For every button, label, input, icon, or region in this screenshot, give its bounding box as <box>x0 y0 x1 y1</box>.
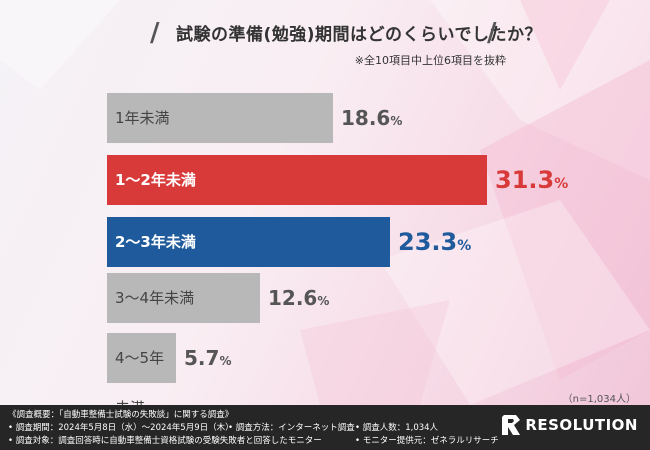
chart-title: 試験の準備(勉強)期間はどのくらいでしたか？ <box>176 25 543 45</box>
title-slash-left: / <box>150 18 160 48</box>
background-polygons <box>300 0 650 405</box>
bar-3: 2〜3年未満 <box>107 217 390 267</box>
survey-provider: • モニター提供元：ゼネラルリサーチ <box>355 436 499 446</box>
resolution-logo: RESOLUTION <box>502 415 638 435</box>
bar-2: 1〜2年未満 <box>107 155 487 205</box>
survey-count: • 調査人数：1,034人 <box>355 423 439 433</box>
survey-period: • 調査期間：2024年5月8日（水）〜2024年5月9日（木） <box>8 423 234 433</box>
logo-mark-icon <box>502 415 521 435</box>
bar-label-3: 2〜3年未満 <box>115 233 196 251</box>
bar-1: 1年未満 <box>107 93 333 143</box>
value-label-1: 18.6% <box>341 106 403 130</box>
bar-5: 4〜5年未満 <box>107 333 176 417</box>
value-label-5: 5.7% <box>184 346 232 370</box>
bar-label-2: 1〜2年未満 <box>115 171 196 189</box>
bar-label-4: 3〜4年未満 <box>115 289 195 307</box>
bar-label-1: 1年未満 <box>115 109 170 127</box>
bar-label-5: 4〜5年未満 <box>115 349 165 417</box>
bar-4: 3〜4年未満 <box>107 273 260 323</box>
logo-text: RESOLUTION <box>525 416 638 434</box>
survey-target: • 調査対象：調査回答時に自動車整備士資格試験の受験失敗者と回答したモニター <box>8 436 322 446</box>
title-area: / 試験の準備(勉強)期間はどのくらいでしたか？ / <box>0 12 650 52</box>
title-slash-right: / <box>487 18 497 48</box>
value-label-2: 31.3% <box>495 166 569 194</box>
sample-size-note: （n=1,034人） <box>562 394 636 405</box>
value-label-4: 12.6% <box>268 286 330 310</box>
value-label-3: 23.3% <box>398 228 472 256</box>
selection-note: ※全10項目中上位6項目を抜粋 <box>354 54 506 67</box>
survey-footer: 《調査概要：「自動車整備士試験の失敗談」に関する調査》 • 調査期間：2024年… <box>0 405 650 450</box>
survey-method: • 調査方法：インターネット調査 <box>228 423 355 433</box>
survey-summary-title: 《調査概要：「自動車整備士試験の失敗談」に関する調査》 <box>8 410 234 420</box>
